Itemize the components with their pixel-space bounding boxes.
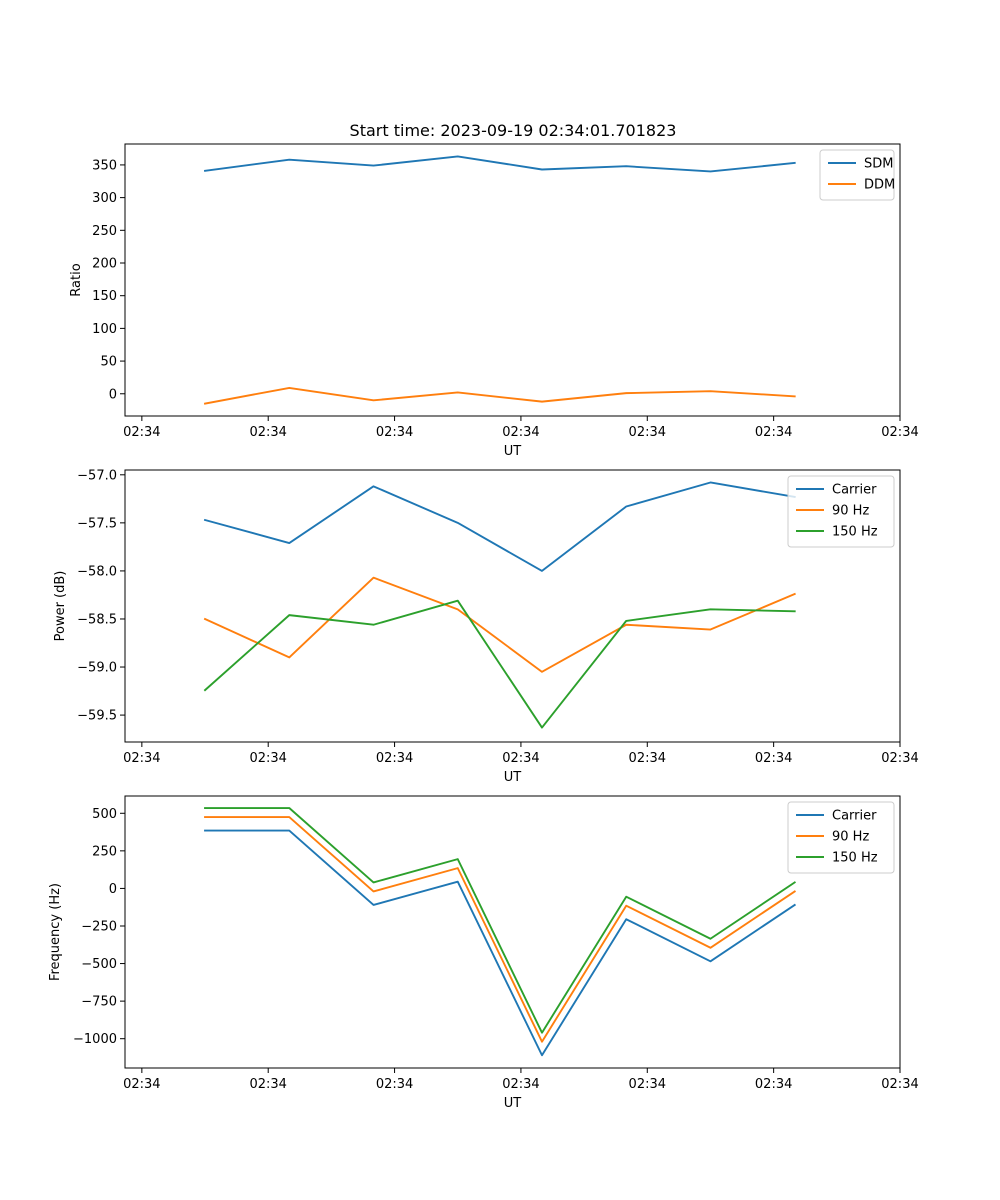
frequency-y-axis-label: Frequency (Hz) — [48, 883, 63, 981]
ratio-x-tick-label: 02:34 — [376, 425, 413, 440]
power-y-tick-label: −58.5 — [77, 612, 117, 627]
ratio-y-tick-label: 250 — [92, 224, 117, 239]
frequency-y-tick-label: −500 — [81, 957, 117, 972]
power-y-tick-label: −59.5 — [77, 709, 117, 724]
power-x-tick-label: 02:34 — [249, 751, 286, 766]
ratio-series-line-ddm — [203, 386, 796, 405]
power-x-tick-label: 02:34 — [376, 751, 413, 766]
frequency-x-axis-label: UT — [504, 1096, 522, 1111]
frequency-x-tick-label: 02:34 — [123, 1077, 160, 1092]
power-y-tick-label: −59.0 — [77, 661, 117, 676]
ratio-y-tick-label: 300 — [92, 191, 117, 206]
frequency-legend-label: 90 Hz — [832, 830, 869, 845]
power-x-tick-label: 02:34 — [502, 751, 539, 766]
ratio-y-tick-label: 50 — [100, 355, 117, 370]
power-series-line-carrier — [203, 481, 796, 572]
ratio-legend-label: SDM — [864, 157, 893, 172]
frequency-x-tick-label: 02:34 — [881, 1077, 918, 1092]
ratio-y-tick-label: 0 — [109, 387, 117, 402]
ratio-panel: 02:34 02:34 02:34 02:34 02:34 02:34 02:34 0 50 10… — [69, 143, 919, 459]
frequency-y-tick-label: −1000 — [73, 1032, 117, 1047]
ratio-x-tick-label: 02:34 — [629, 425, 666, 440]
frequency-x-tick-label: 02:34 — [376, 1077, 413, 1092]
frequency-series-line-150-hz — [204, 807, 797, 1034]
frequency-x-tick-label: 02:34 — [502, 1077, 539, 1092]
ratio-y-tick-label: 350 — [92, 158, 117, 173]
frequency-legend — [787, 801, 895, 874]
ratio-x-tick-label: 02:34 — [502, 425, 539, 440]
ratio-axes-frame — [124, 143, 901, 417]
frequency-y-tick-label: 500 — [92, 807, 117, 822]
frequency-x-tick-label: 02:34 — [249, 1077, 286, 1092]
power-legend — [787, 475, 895, 548]
frequency-legend-label: 150 Hz — [832, 851, 878, 866]
frequency-series-line-carrier — [204, 829, 797, 1057]
frequency-y-tick-label: −250 — [81, 919, 117, 934]
frequency-x-tick-label: 02:34 — [629, 1077, 666, 1092]
frequency-y-tick-label: 250 — [92, 844, 117, 859]
power-axes-frame — [124, 469, 901, 743]
power-y-tick-label: −57.5 — [77, 516, 117, 531]
ratio-series-line-sdm — [203, 155, 796, 173]
frequency-x-tick-label: 02:34 — [755, 1077, 792, 1092]
power-x-tick-label: 02:34 — [123, 751, 160, 766]
power-legend-label: Carrier — [832, 483, 877, 498]
power-x-tick-label: 02:34 — [755, 751, 792, 766]
frequency-y-tick-label: 0 — [109, 882, 117, 897]
ratio-x-axis-label: UT — [504, 444, 522, 459]
power-y-tick-label: −57.0 — [77, 468, 117, 483]
power-series-line-150-hz — [203, 599, 796, 729]
ratio-y-tick-label: 100 — [92, 322, 117, 337]
ratio-x-tick-label: 02:34 — [249, 425, 286, 440]
ratio-x-tick-label: 02:34 — [123, 425, 160, 440]
power-panel: 02:34 02:34 02:34 02:34 02:34 02:34 02:34 −59.5… — [53, 468, 919, 785]
power-y-axis-label: Power (dB) — [53, 571, 68, 642]
frequency-axes-frame — [124, 795, 901, 1069]
frequency-y-tick-label: −750 — [81, 995, 117, 1010]
power-y-tick-label: −58.0 — [77, 564, 117, 579]
power-x-tick-label: 02:34 — [881, 751, 918, 766]
power-legend-label: 90 Hz — [832, 504, 869, 519]
ratio-x-tick-label: 02:34 — [755, 425, 792, 440]
ratio-legend-label: DDM — [864, 178, 895, 193]
figure-title: Start time: 2023-09-19 02:34:01.701823 — [350, 121, 677, 140]
frequency-legend-label: Carrier — [832, 809, 877, 824]
power-legend-label: 150 Hz — [832, 525, 878, 540]
ratio-y-tick-label: 150 — [92, 289, 117, 304]
ratio-x-tick-label: 02:34 — [881, 425, 918, 440]
power-x-tick-label: 02:34 — [629, 751, 666, 766]
ratio-y-axis-label: Ratio — [69, 263, 84, 296]
frequency-series-line-90-hz — [204, 816, 797, 1043]
ratio-y-tick-label: 200 — [92, 257, 117, 272]
power-series-line-90-hz — [203, 576, 796, 673]
frequency-panel: 02:34 02:34 02:34 02:34 02:34 02:34 02:34 −1000… — [48, 795, 919, 1111]
power-x-axis-label: UT — [504, 770, 522, 785]
